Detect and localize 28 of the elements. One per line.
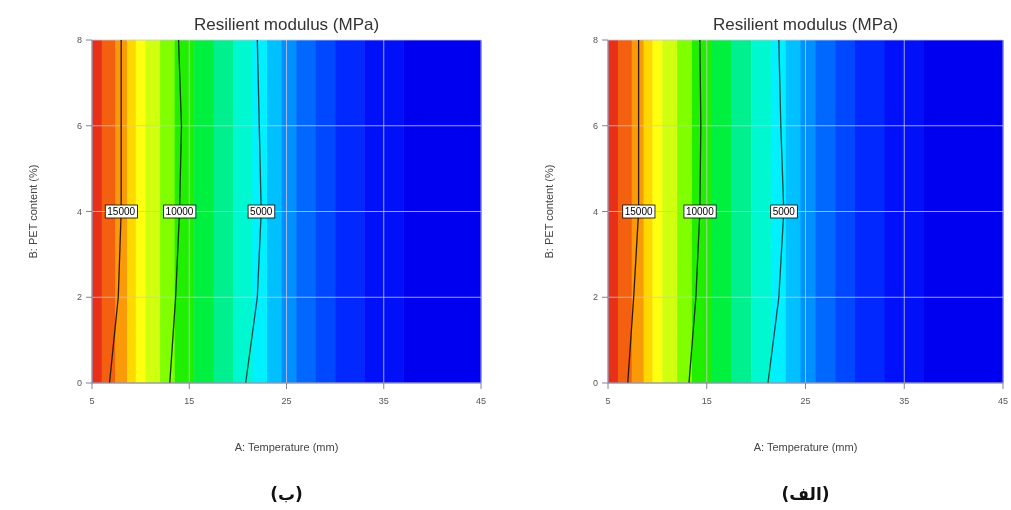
y-tick-label: 4 bbox=[76, 206, 82, 217]
x-tick-label: 5 bbox=[89, 396, 95, 406]
y-tick-label: 4 bbox=[592, 206, 598, 217]
y-tick-label: 2 bbox=[592, 292, 598, 303]
y-tick-label: 8 bbox=[76, 35, 82, 45]
y-tick-label: 0 bbox=[592, 378, 598, 388]
y-tick-label: 0 bbox=[76, 378, 82, 388]
y-tick-label: 6 bbox=[76, 120, 82, 131]
x-axis-title: A: Temperature (mm) bbox=[234, 441, 339, 453]
text: (ب) bbox=[270, 484, 303, 504]
x-tick-label: 45 bbox=[997, 396, 1009, 406]
x-tick-label: 45 bbox=[475, 396, 487, 406]
chart-title: Resilient modulus (MPa) bbox=[193, 15, 380, 34]
chart-title: Resilient modulus (MPa) bbox=[712, 15, 899, 34]
x-tick-label: 25 bbox=[800, 396, 811, 406]
x-tick-label: 35 bbox=[378, 396, 389, 406]
y-axis-title: B: PET content (%) bbox=[543, 164, 555, 259]
x-tick-label: 35 bbox=[899, 396, 910, 406]
y-tick-label: 2 bbox=[76, 292, 82, 303]
y-tick-label: 8 bbox=[592, 35, 598, 45]
y-axis-title: B: PET content (%) bbox=[27, 164, 39, 259]
x-tick-label: 15 bbox=[701, 396, 712, 406]
text: (الف) bbox=[781, 484, 830, 504]
x-tick-label: 25 bbox=[281, 396, 292, 406]
x-tick-label: 5 bbox=[605, 396, 611, 406]
y-tick-label: 6 bbox=[592, 120, 598, 131]
x-tick-label: 15 bbox=[184, 396, 195, 406]
x-axis-title: A: Temperature (mm) bbox=[753, 441, 858, 453]
